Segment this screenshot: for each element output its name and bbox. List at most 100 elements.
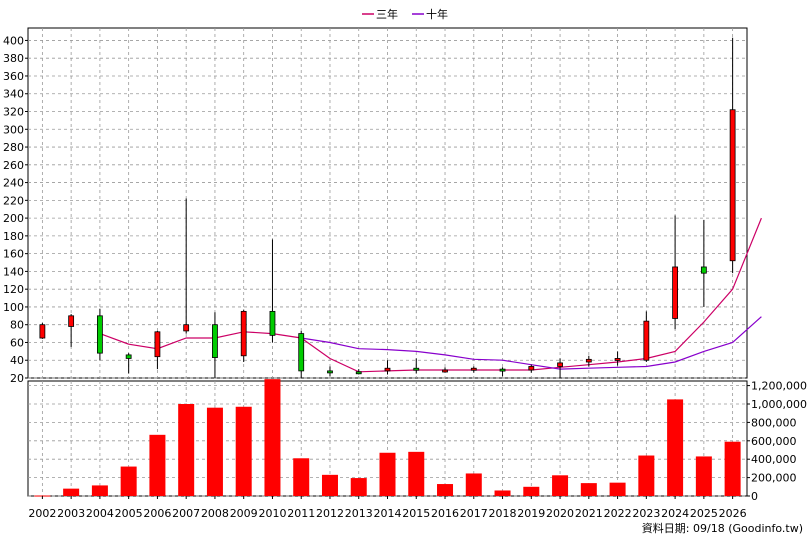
candle-2021 <box>585 355 592 367</box>
price-tick-label: 60 <box>10 336 24 349</box>
price-tick-label: 140 <box>3 265 24 278</box>
volume-bar-2015 <box>408 451 425 496</box>
candle-2003 <box>68 314 75 347</box>
candle-body <box>413 367 420 371</box>
candle-2012 <box>327 366 333 377</box>
x-tick-label: 2011 <box>287 507 315 520</box>
x-tick-label: 2019 <box>517 507 545 520</box>
candle-body <box>729 109 736 262</box>
candle-body <box>68 315 75 327</box>
candle-body <box>269 310 276 336</box>
volume-bar-2022 <box>609 482 626 496</box>
price-tick-label: 340 <box>3 88 24 101</box>
candle-2010 <box>269 239 276 343</box>
x-tick-label: 2023 <box>632 507 660 520</box>
candle-2014 <box>384 360 391 375</box>
candle-body <box>672 266 678 319</box>
legend: 三年 十年 <box>362 7 448 21</box>
candle-2011 <box>298 330 305 378</box>
x-tick-label: 2006 <box>143 507 171 520</box>
price-tick-label: 240 <box>3 177 24 190</box>
x-tick-label: 2020 <box>546 507 574 520</box>
price-tick-label: 400 <box>3 34 24 47</box>
volume-bar-2024 <box>667 399 684 496</box>
price-tick-label: 200 <box>3 212 24 225</box>
legend-label-1: 三年 <box>376 7 398 21</box>
x-tick-label: 2013 <box>345 507 373 520</box>
candle-2016 <box>442 367 448 373</box>
volume-bar-2020 <box>552 475 569 496</box>
candle-body <box>183 324 190 332</box>
x-tick-label: 2003 <box>57 507 85 520</box>
volume-bar-2014 <box>379 452 396 496</box>
volume-tick-label: 400,000 <box>751 453 797 466</box>
candle-body <box>700 266 707 274</box>
price-tick-label: 260 <box>3 159 24 172</box>
volume-bar-2025 <box>695 456 712 496</box>
volume-bar-2010 <box>264 379 281 496</box>
candle-body <box>327 370 333 374</box>
volume-panel: 0 200,000 400,000 600,000 800,000 1,000,000 1,… <box>27 379 807 503</box>
x-tick-label: 2026 <box>719 507 747 520</box>
data-date-footer: 資料日期: 09/18 (Goodinfo.tw) <box>642 521 803 535</box>
candle-2024 <box>672 215 678 330</box>
candle-2023 <box>643 311 650 363</box>
volume-bar-2006 <box>149 434 166 496</box>
legend-label-2: 十年 <box>426 7 448 21</box>
volume-bar-2017 <box>465 473 482 496</box>
price-tick-label: 360 <box>3 70 24 83</box>
candle-2018 <box>499 367 506 377</box>
candle-2020 <box>557 358 563 378</box>
candle-body <box>614 358 621 361</box>
volume-bar-2013 <box>350 478 367 496</box>
candle-body <box>355 371 362 375</box>
candle-body <box>585 358 592 363</box>
volume-bar-2004 <box>91 485 108 496</box>
candle-2026 <box>729 37 736 274</box>
price-tick-label: 80 <box>10 319 24 332</box>
candle-body <box>298 333 305 372</box>
price-panel: 20 40 60 80 100 120 140 160 180 200 220 240 260 280 30… <box>3 27 762 385</box>
ma-line-1 <box>99 217 762 373</box>
volume-bar-2007 <box>178 404 195 496</box>
x-tick-label: 2007 <box>172 507 200 520</box>
candle-2005 <box>125 353 132 374</box>
candle-2015 <box>413 358 420 374</box>
x-tick-label: 2008 <box>201 507 229 520</box>
volume-bar-2016 <box>437 484 454 496</box>
volume-tick-label: 200,000 <box>751 472 797 485</box>
candle-body <box>557 362 563 367</box>
x-tick-label: 2005 <box>115 507 143 520</box>
x-tick-label: 2022 <box>604 507 632 520</box>
x-tick-label: 2016 <box>431 507 459 520</box>
price-tick-label: 300 <box>3 123 24 136</box>
volume-tick-label: 600,000 <box>751 435 797 448</box>
volume-tick-label: 1,000,000 <box>751 398 807 411</box>
candle-2017 <box>470 366 477 373</box>
x-tick-label: 2017 <box>460 507 488 520</box>
price-tick-label: 40 <box>10 354 24 367</box>
candle-body <box>442 369 448 373</box>
volume-bar-2026 <box>724 441 741 496</box>
volume-bar-2011 <box>293 458 310 496</box>
candle-body <box>154 331 161 358</box>
candle-2019 <box>528 364 535 373</box>
candle-body <box>528 366 535 371</box>
volume-bar-2005 <box>120 466 137 496</box>
volume-bar-2009 <box>235 406 252 496</box>
volume-bar-2012 <box>321 474 338 496</box>
x-tick-label: 2015 <box>402 507 430 520</box>
x-tick-label: 2018 <box>489 507 517 520</box>
volume-bar-2023 <box>638 455 655 496</box>
candle-2007 <box>183 198 190 334</box>
price-tick-label: 180 <box>3 230 24 243</box>
candle-2013 <box>355 369 362 375</box>
price-tick-label: 100 <box>3 301 24 314</box>
price-tick-label: 160 <box>3 248 24 261</box>
candle-body <box>240 310 247 357</box>
volume-bar-2003 <box>63 488 80 496</box>
candle-2022 <box>614 351 621 366</box>
candle-2008 <box>212 312 218 378</box>
candle-2004 <box>97 308 103 361</box>
